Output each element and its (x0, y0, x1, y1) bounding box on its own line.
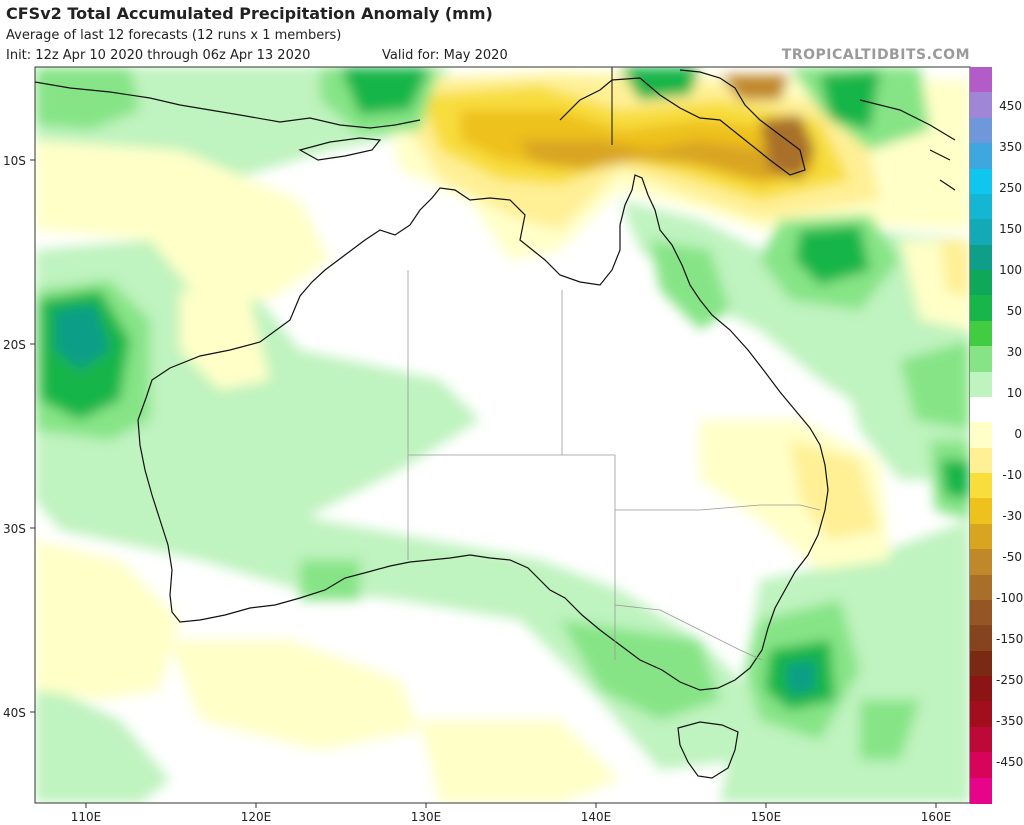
lon-label-140e: 140E (581, 810, 612, 824)
green-region (900, 340, 970, 430)
dark-green-region (340, 67, 430, 115)
legend-color-cell (970, 650, 992, 677)
lon-label-130e: 130E (411, 810, 442, 824)
lon-label-150e: 150E (751, 810, 782, 824)
lon-axis: 110E 120E 130E 140E 150E 160E (71, 803, 952, 824)
legend-label: 10 (1006, 386, 1022, 400)
yellow-region (420, 720, 620, 803)
legend-color-cell (970, 498, 992, 525)
legend-label: -50 (1002, 550, 1022, 564)
qld-nsw-border (615, 504, 821, 511)
valid-time: Valid for: May 2020 (382, 48, 508, 63)
legend-color-cell (970, 371, 992, 398)
brand-watermark: TROPICALTIDBITS.COM (781, 47, 970, 63)
yellow-region (35, 140, 330, 300)
legend-label: 0 (1014, 427, 1022, 441)
dark-green-region (820, 70, 880, 130)
yellow-dark-region (940, 240, 970, 300)
legend-color-cell (970, 168, 992, 195)
legend-label: -250 (996, 673, 1024, 687)
legend-color-cell (970, 270, 992, 296)
legend-label: 350 (999, 140, 1022, 154)
legend-label: 250 (999, 181, 1022, 195)
legend-color-cell (970, 676, 992, 703)
legend-label: 150 (999, 222, 1022, 236)
yellow-region (170, 640, 420, 750)
legend-color-cell (970, 117, 992, 144)
green-region (35, 67, 140, 130)
green-region (860, 700, 920, 760)
legend-color-cell (970, 193, 992, 220)
green-region (560, 620, 720, 720)
lat-label-20s: 20S (3, 338, 26, 352)
lon-label-160e: 160E (921, 810, 952, 824)
init-time: Init: 12z Apr 10 2020 through 06z Apr 13… (6, 48, 311, 63)
lat-label-10s: 10S (3, 154, 26, 168)
green-region (300, 560, 360, 600)
color-legend (970, 67, 992, 804)
legend-color-cell (970, 422, 992, 449)
light-green-region (35, 680, 170, 803)
teal-region (55, 305, 110, 370)
legend-label: -150 (996, 632, 1024, 646)
yellow-region (180, 290, 270, 390)
legend-color-cell (970, 219, 992, 246)
lon-label-120e: 120E (241, 810, 272, 824)
coastlines (35, 69, 956, 779)
brown-region (520, 140, 800, 180)
legend-color-cell (970, 396, 992, 423)
lat-axis: 10S 20S 30S 40S (3, 154, 35, 720)
brown-dark-region (760, 115, 815, 180)
chart-subtitle: Average of last 12 forecasts (12 runs x … (6, 28, 342, 43)
dark-green-region (940, 460, 970, 500)
teal-region (785, 660, 815, 695)
legend-color-cell (970, 295, 992, 322)
legend-color-cell (970, 143, 992, 170)
legend-color-cell (970, 549, 992, 576)
tasmania-coastline (677, 721, 739, 779)
legend-color-cell (970, 726, 992, 753)
legend-label: 50 (1006, 304, 1022, 318)
legend-color-cell (970, 447, 992, 474)
chart-title: CFSv2 Total Accumulated Precipitation An… (6, 4, 493, 23)
legend-color-cell (970, 67, 992, 93)
legend-color-cell (970, 523, 992, 550)
timor-coastline (298, 137, 382, 161)
legend-color-cell (970, 599, 992, 626)
lat-label-30s: 30S (3, 522, 26, 536)
yellow-dark-region (790, 440, 880, 540)
lat-label-40s: 40S (3, 706, 26, 720)
new-guinea-coastline (559, 69, 806, 176)
nsw-vic-border (614, 604, 763, 661)
legend-label: -100 (996, 591, 1024, 605)
anomaly-field (35, 67, 970, 803)
state-borders (407, 67, 821, 661)
lon-label-110e: 110E (71, 810, 102, 824)
legend-color-cell (970, 701, 992, 728)
legend-color-cell (970, 752, 992, 779)
legend-color-cell (970, 244, 992, 271)
legend-label: -350 (996, 714, 1024, 728)
legend-color-cell (970, 574, 992, 601)
brown-dark-region (720, 75, 790, 100)
legend-color-cell (970, 625, 992, 652)
yellow-region (35, 540, 180, 700)
legend-label: -30 (1002, 509, 1022, 523)
legend-color-cell (970, 346, 992, 373)
legend-label: -10 (1002, 468, 1022, 482)
legend-color-cell (970, 320, 992, 347)
legend-label: 450 (999, 99, 1022, 113)
islands-east (859, 99, 956, 191)
australia-coastline (137, 174, 829, 691)
legend-label: 100 (999, 263, 1022, 277)
legend-color-cell (970, 92, 992, 119)
indonesia-islands (35, 81, 421, 129)
legend-color-cell (970, 473, 992, 500)
dark-green-region (795, 225, 870, 285)
legend-color-cell (970, 777, 992, 804)
dark-green-region (620, 67, 700, 100)
legend-label: 30 (1006, 345, 1022, 359)
legend-label: -450 (996, 755, 1024, 769)
